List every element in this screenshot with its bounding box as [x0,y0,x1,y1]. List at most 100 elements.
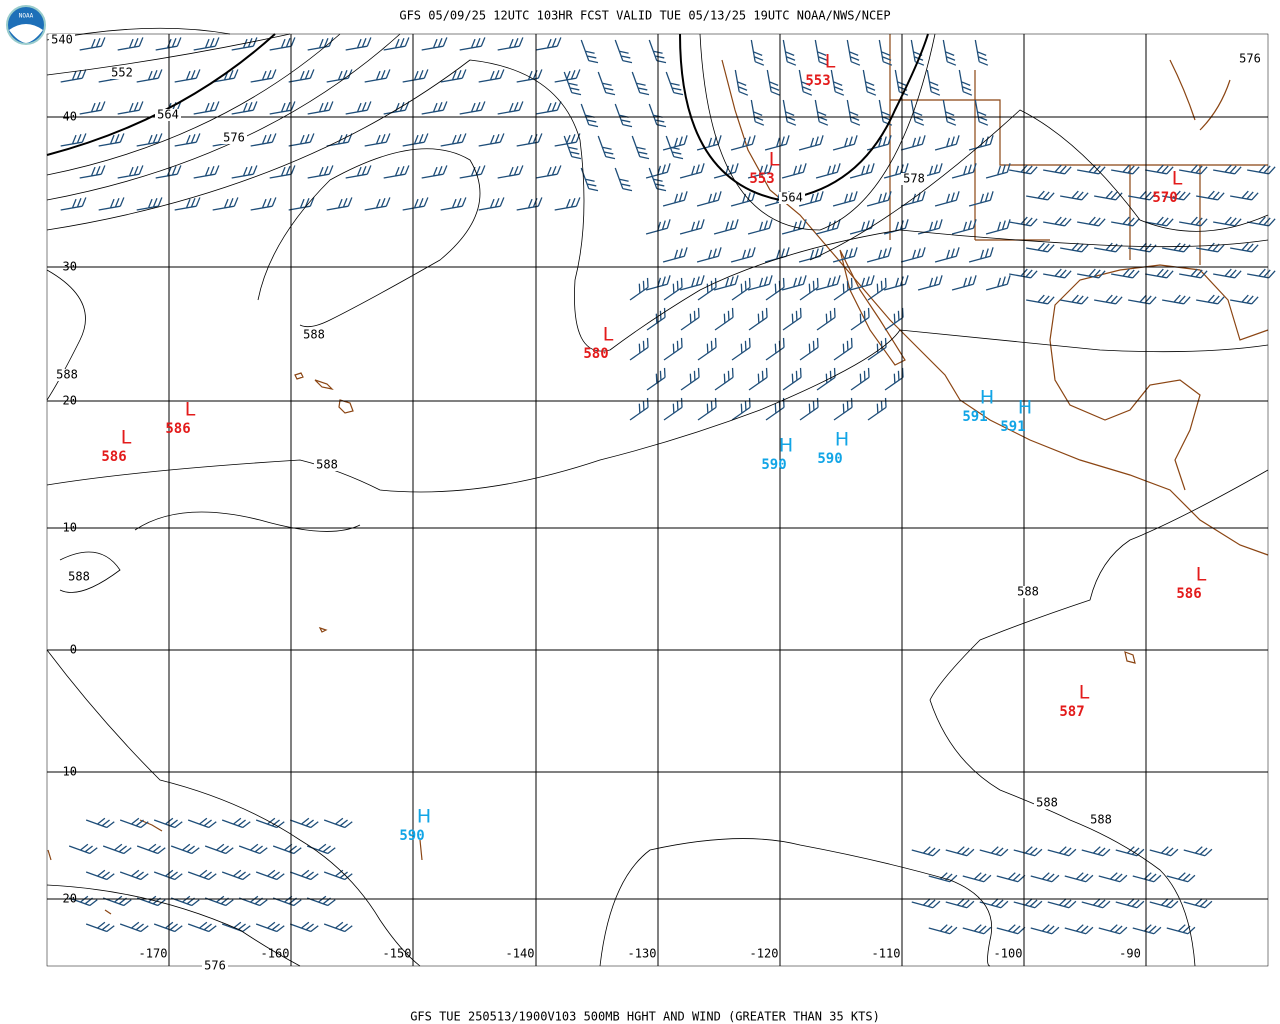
wind-barb [962,924,992,935]
center-value: 580 [583,346,608,362]
wind-barb [563,71,582,96]
wind-barb [478,133,505,147]
wind-barb [614,39,633,64]
wind-barb [119,869,149,881]
wind-barb [714,307,734,331]
wind-barb [402,197,429,211]
wind-barb [815,163,841,179]
wind-barb [60,133,87,147]
wind-barb [478,69,505,83]
wind-barb [662,135,688,151]
wind-barb [934,247,960,263]
wind-barb [917,275,943,291]
wind-barb [597,71,616,96]
wind-barb [799,337,819,361]
wind-barb [535,101,562,115]
wind-barb [928,872,958,883]
low-center-symbol: L [1196,564,1207,586]
longitude-label: -110 [872,947,901,961]
wind-barb [1247,216,1276,227]
wind-barb [535,37,562,51]
wind-barb [748,307,768,331]
wind-barb [1098,924,1128,935]
wind-barb [1128,242,1157,253]
longitude-label: -120 [750,947,779,961]
wind-barb [221,817,251,829]
contour-label-bg [66,571,92,583]
wind-barb [631,135,650,160]
wind-barb [665,71,684,96]
wind-barb [849,163,875,179]
center-value: 591 [1000,419,1025,435]
wind-barb [1077,164,1106,175]
wind-barb [1077,216,1106,227]
wind-barb [459,165,486,179]
wind-barb [1162,242,1191,253]
contour-label-bg [1088,814,1114,826]
wind-barb [979,846,1009,857]
latitude-label: -10 [55,765,77,779]
wind-barb [231,101,258,115]
wind-barb [629,397,649,421]
wind-barb [117,37,144,51]
wind-barb [846,99,861,126]
longitude-label: -150 [383,947,412,961]
wind-barb [238,895,268,907]
center-value: 591 [962,409,987,425]
wind-barb [1196,190,1225,201]
wind-barb [731,397,751,421]
wind-barb [849,275,875,291]
wind-barb [383,165,410,179]
wind-barb [1145,268,1174,279]
wind-barb [1009,216,1038,227]
wind-barb [187,817,217,829]
wind-barb [60,69,87,83]
wind-barb [1115,898,1145,909]
wind-barb [288,69,315,83]
wind-barb [663,277,683,301]
wind-barb [832,247,858,263]
wind-barb [1009,164,1038,175]
wind-barb [900,191,926,207]
wind-barb [323,869,353,881]
wind-barb [696,191,722,207]
wind-barb [798,69,813,96]
wind-barb [250,197,277,211]
wind-barb [798,247,824,263]
wind-barb [974,99,989,126]
wind-barb [1026,190,1055,201]
wind-barb [665,135,684,160]
wind-barb [1162,190,1191,201]
center-value: 590 [761,457,786,473]
wind-barb [459,37,486,51]
wind-barb [696,135,722,151]
wind-barb [996,872,1026,883]
coastlines [47,34,1269,915]
wind-barb [798,191,824,207]
wind-barb [731,277,751,301]
wind-barb [766,69,781,96]
wind-barb [951,219,977,235]
contour-label: 588 [56,368,78,382]
wind-barb [962,872,992,883]
center-value: 587 [1059,704,1084,720]
wind-barb [136,69,163,83]
contour-label-bg [1015,586,1041,598]
wind-barb [1179,268,1208,279]
wind-barb [900,247,926,263]
wind-barb [679,163,705,179]
wind-barb [421,101,448,115]
wind-barb [781,275,807,291]
wind-barb [798,135,824,151]
wind-barb [516,197,543,211]
map-title: GFS 05/09/25 12UTC 103HR FCST VALID TUE … [399,9,890,23]
wind-barb [833,337,853,361]
map-caption: GFS TUE 250513/1900V103 500MB HGHT AND W… [410,1010,880,1024]
wind-barb [996,924,1026,935]
latitude-label: 30 [63,260,77,274]
contour-label: 576 [204,959,226,973]
wind-barb [646,307,666,331]
wind-barb [1247,164,1276,175]
wind-barb [814,39,829,66]
wind-barb [648,39,667,64]
